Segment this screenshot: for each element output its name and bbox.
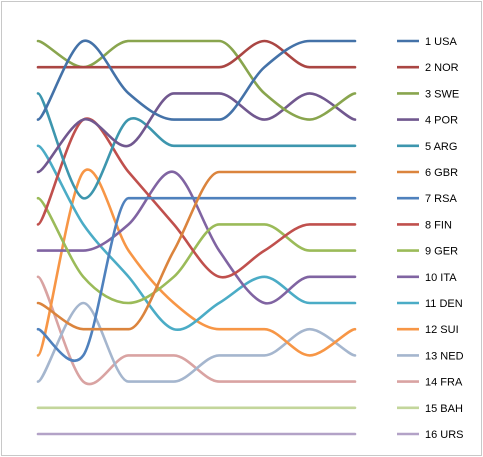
legend-item: 4 POR [397,115,458,127]
series-line-13-ned [36,301,357,383]
series-line-4-por [36,92,357,174]
legend-label: 13 NED [425,350,464,362]
legend-item: 10 ITA [397,272,457,284]
legend-label: 1 USA [425,36,457,48]
legend-item: 11 DEN [397,298,463,310]
series-line-11-den [36,144,357,331]
series-line-14-fra [36,275,357,386]
legend-label: 6 GBR [425,167,458,179]
legend-label: 11 DEN [425,298,463,310]
series-line-6-gbr [36,170,357,331]
legend-item: 6 GBR [397,167,458,179]
series-line-2-nor [36,39,357,69]
legend-item: 1 USA [397,36,457,48]
series-line-3-swe [36,39,357,121]
legend-label: 3 SWE [425,88,459,100]
series-line-10-ita [36,170,357,305]
legend-label: 2 NOR [425,62,459,74]
legend-item: 8 FIN [397,219,452,231]
series-line-5-arg [36,92,357,200]
legend-item: 12 SUI [397,324,459,336]
legend-label: 8 FIN [425,219,452,231]
legend-item: 13 NED [397,350,464,362]
series-layer [36,39,357,436]
legend-label: 12 SUI [425,324,459,336]
legend-label: 15 BAH [425,403,463,415]
series-line-7-rsa [36,196,357,363]
legend-item: 15 BAH [397,403,463,415]
series-line-1-usa [36,39,357,121]
series-line-9-ger [36,196,357,305]
legend-item: 9 GER [397,246,458,258]
legend-item: 2 NOR [397,62,459,74]
legend-label: 16 URS [425,429,464,441]
legend-item: 3 SWE [397,88,459,100]
legend-label: 5 ARG [425,141,457,153]
legend-label: 4 POR [425,115,458,127]
legend-item: 7 RSA [397,193,457,205]
legend-label: 10 ITA [425,272,457,284]
legend-item: 16 URS [397,429,464,441]
legend-label: 9 GER [425,246,458,258]
legend: 1 USA 2 NOR 3 SWE 4 POR 5 ARG 6 GBR 7 RSA 8 FIN… [397,36,464,441]
legend-item: 14 FRA [397,377,463,389]
legend-item: 5 ARG [397,141,457,153]
legend-label: 7 RSA [425,193,457,205]
legend-label: 14 FRA [425,377,463,389]
